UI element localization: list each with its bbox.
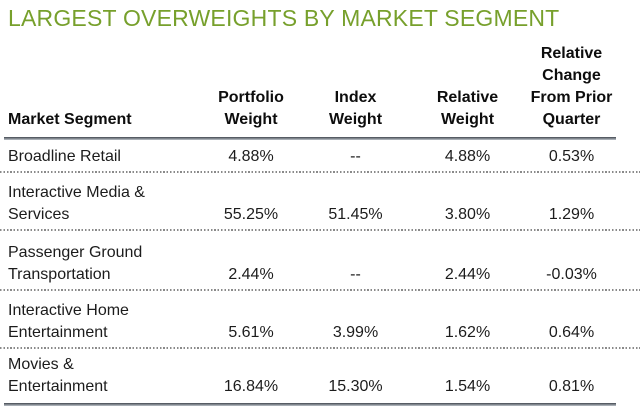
header-relative-weight: Relative Weight [436, 89, 499, 128]
relative-weight-value: 3.80% [444, 206, 491, 223]
portfolio-weight-value: 16.84% [223, 378, 279, 395]
relative-weight-value: 4.88% [444, 148, 491, 165]
index-weight-value: 15.30% [328, 378, 383, 395]
page-title: LARGEST OVERWEIGHTS BY MARKET SEGMENT [8, 5, 560, 31]
relative-weight-value: 1.54% [444, 378, 491, 395]
relative-change-value: 1.29% [548, 206, 595, 223]
segment-name: Interactive Media & Services [8, 184, 145, 223]
segment-name: Movies & Entertainment [8, 356, 108, 395]
portfolio-weight-value: 55.25% [223, 206, 279, 223]
portfolio-weight-value: 4.88% [228, 148, 274, 165]
index-weight-value: -- [350, 266, 361, 283]
header-index-weight: Index Weight [328, 89, 383, 128]
segment-name: Passenger Ground Transportation [8, 244, 143, 283]
relative-change-value: 0.81% [548, 378, 595, 395]
relative-change-value: 0.53% [548, 148, 595, 165]
portfolio-weight-value: 5.61% [228, 324, 274, 341]
table-row: Broadline Retail 4.88% -- 4.88% 0.53% [0, 140, 640, 173]
table-row: Interactive Home Entertainment 5.61% 3.9… [0, 291, 640, 349]
relative-change-value: 0.64% [548, 324, 595, 341]
market-segment-table: Market Segment Portfolio Weight Index We… [0, 32, 640, 406]
table-row: Interactive Media & Services 55.25% 51.4… [0, 173, 640, 231]
relative-weight-value: 2.44% [444, 266, 491, 283]
table-bottom-line [4, 403, 616, 406]
index-weight-value: 3.99% [332, 324, 379, 341]
table-row: Movies & Entertainment 16.84% 15.30% 1.5… [0, 349, 640, 403]
table-header-row: Market Segment Portfolio Weight Index We… [0, 32, 640, 137]
segment-name: Interactive Home Entertainment [8, 302, 129, 341]
relative-change-value: -0.03% [546, 266, 597, 283]
segment-name: Broadline Retail [8, 148, 121, 165]
table-row: Passenger Ground Transportation 2.44% --… [0, 231, 640, 291]
portfolio-weight-value: 2.44% [228, 266, 274, 283]
relative-weight-value: 1.62% [444, 324, 491, 341]
header-divider-line [4, 137, 616, 140]
header-portfolio-weight: Portfolio Weight [218, 89, 284, 128]
header-relative-change: Relative Change From Prior Quarter [530, 45, 613, 128]
index-weight-value: -- [350, 148, 361, 165]
index-weight-value: 51.45% [328, 206, 383, 223]
header-market-segment: Market Segment [8, 111, 132, 128]
